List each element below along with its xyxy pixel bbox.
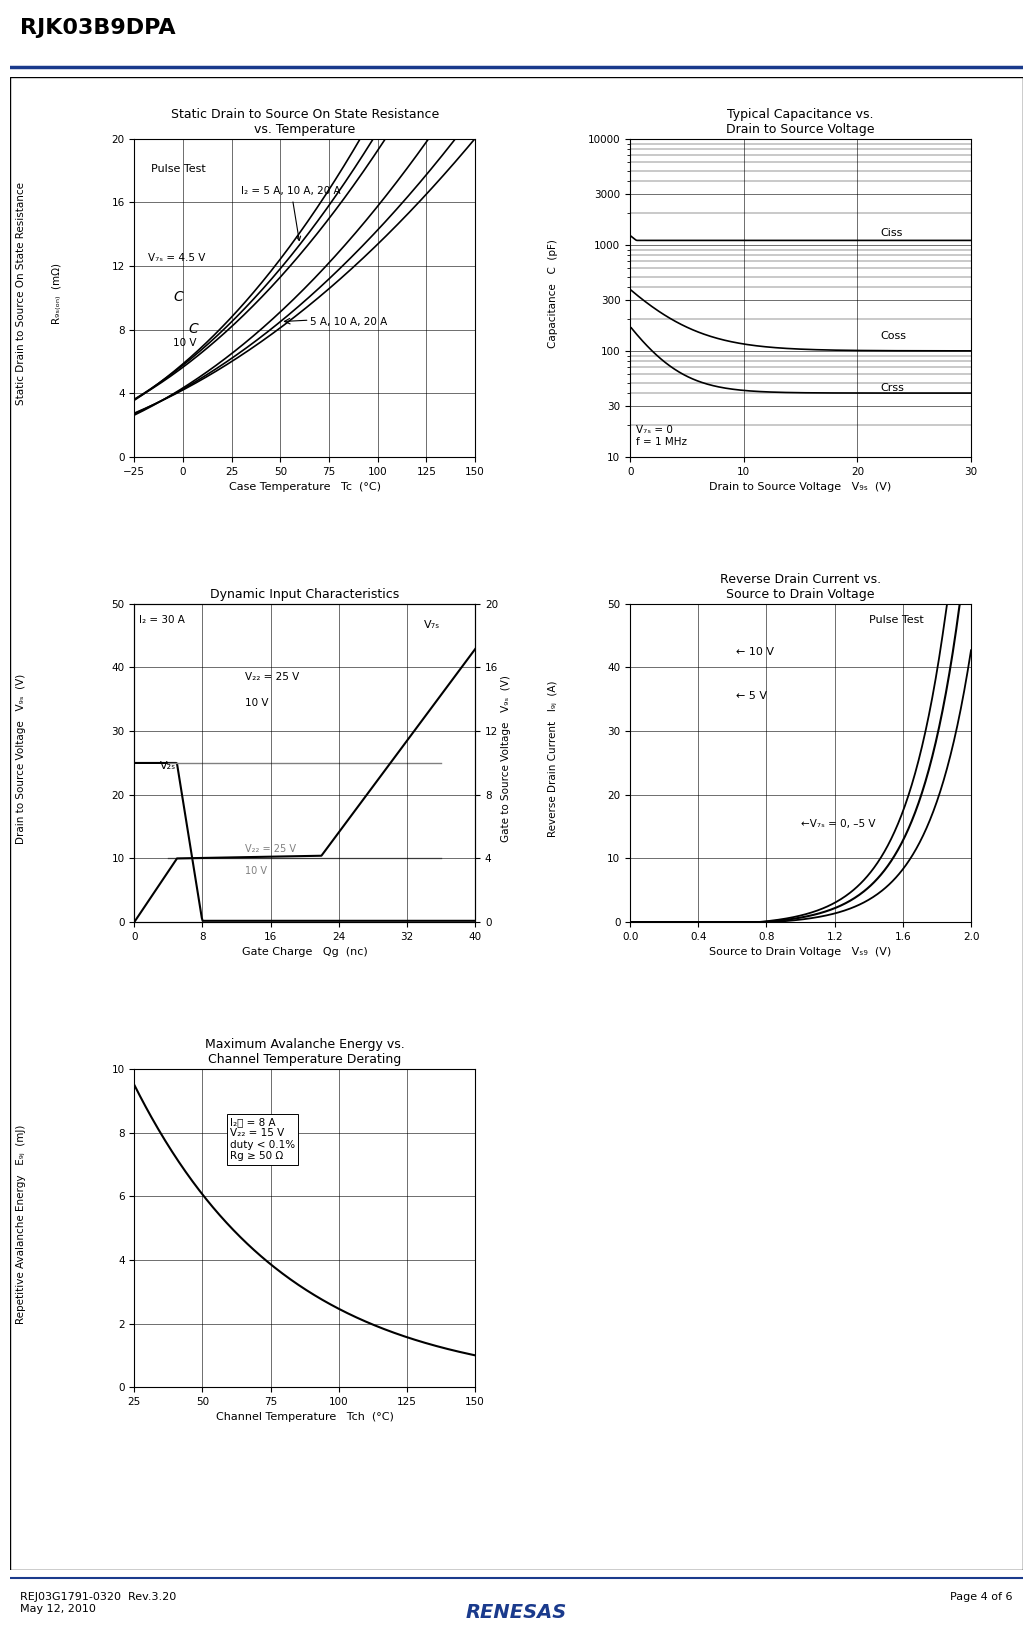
Text: REJ03G1791-0320  Rev.3.20
May 12, 2010: REJ03G1791-0320 Rev.3.20 May 12, 2010 — [21, 1593, 177, 1614]
Text: C: C — [189, 322, 198, 336]
Text: 10 V: 10 V — [245, 867, 268, 876]
Text: Capacitance   C  (pF): Capacitance C (pF) — [547, 240, 558, 348]
Text: Crss: Crss — [880, 384, 904, 393]
Text: I₂ = 5 A, 10 A, 20 A: I₂ = 5 A, 10 A, 20 A — [242, 186, 341, 240]
Text: ←V₇ₛ = 0, –5 V: ←V₇ₛ = 0, –5 V — [801, 819, 875, 829]
Text: Coss: Coss — [880, 331, 906, 341]
Text: V₇ₛ: V₇ₛ — [424, 620, 440, 630]
X-axis label: Source to Drain Voltage   Vₛ₉  (V): Source to Drain Voltage Vₛ₉ (V) — [710, 947, 891, 958]
Text: R₉ₛ₍ₒₙ₎  (mΩ): R₉ₛ₍ₒₙ₎ (mΩ) — [52, 263, 62, 325]
X-axis label: Case Temperature   Tc  (°C): Case Temperature Tc (°C) — [228, 481, 381, 493]
Text: I₂ⲥ = 8 A
V₂₂ = 15 V
duty < 0.1%
Rg ≥ 50 Ω: I₂ⲥ = 8 A V₂₂ = 15 V duty < 0.1% Rg ≥ 50… — [229, 1116, 294, 1162]
Text: V₂ₛ: V₂ₛ — [160, 761, 176, 772]
Text: 10 V: 10 V — [245, 697, 269, 708]
Text: Drain to Source Voltage   V₉ₛ  (V): Drain to Source Voltage V₉ₛ (V) — [15, 674, 26, 844]
Text: 10 V: 10 V — [174, 338, 196, 348]
Text: I₂ = 30 A: I₂ = 30 A — [138, 615, 185, 625]
X-axis label: Gate Charge   Qg  (nc): Gate Charge Qg (nc) — [242, 947, 368, 958]
Title: Dynamic Input Characteristics: Dynamic Input Characteristics — [210, 588, 400, 601]
Text: Reverse Drain Current   I₉ⱼ  (A): Reverse Drain Current I₉ⱼ (A) — [547, 681, 558, 837]
Text: Repetitive Avalanche Energy   E₉ⱼ  (mJ): Repetitive Avalanche Energy E₉ⱼ (mJ) — [15, 1124, 26, 1324]
Text: Ciss: Ciss — [880, 228, 903, 238]
Text: V₇ₛ = 4.5 V: V₇ₛ = 4.5 V — [148, 253, 206, 263]
Text: V₂₂ = 25 V: V₂₂ = 25 V — [245, 844, 296, 854]
Text: ← 10 V: ← 10 V — [735, 646, 774, 656]
X-axis label: Channel Temperature   Tch  (°C): Channel Temperature Tch (°C) — [216, 1412, 394, 1423]
X-axis label: Drain to Source Voltage   V₉ₛ  (V): Drain to Source Voltage V₉ₛ (V) — [710, 481, 891, 493]
Text: RENESAS: RENESAS — [466, 1603, 567, 1622]
Text: C: C — [174, 290, 183, 304]
Title: Maximum Avalanche Energy vs.
Channel Temperature Derating: Maximum Avalanche Energy vs. Channel Tem… — [205, 1038, 405, 1066]
Text: RJK03B9DPA: RJK03B9DPA — [21, 18, 176, 38]
Title: Typical Capacitance vs.
Drain to Source Voltage: Typical Capacitance vs. Drain to Source … — [726, 108, 875, 135]
Text: Static Drain to Source On State Resistance: Static Drain to Source On State Resistan… — [15, 183, 26, 405]
Text: Page 4 of 6: Page 4 of 6 — [950, 1593, 1012, 1603]
Text: ← 5 V: ← 5 V — [735, 692, 766, 702]
Title: Reverse Drain Current vs.
Source to Drain Voltage: Reverse Drain Current vs. Source to Drai… — [720, 573, 881, 601]
Text: V₂₂ = 25 V: V₂₂ = 25 V — [245, 672, 300, 682]
Text: V₇ₛ = 0
f = 1 MHz: V₇ₛ = 0 f = 1 MHz — [636, 426, 687, 447]
Text: Pulse Test: Pulse Test — [151, 165, 207, 175]
Text: Gate to Source Voltage   V₉ₛ  (V): Gate to Source Voltage V₉ₛ (V) — [501, 676, 511, 842]
Title: Static Drain to Source On State Resistance
vs. Temperature: Static Drain to Source On State Resistan… — [170, 108, 439, 135]
Text: 5 A, 10 A, 20 A: 5 A, 10 A, 20 A — [310, 317, 386, 326]
Text: Pulse Test: Pulse Test — [869, 615, 924, 625]
